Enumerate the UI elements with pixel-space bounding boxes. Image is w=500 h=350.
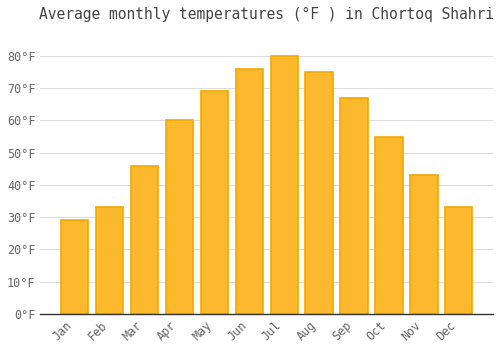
Bar	[200, 91, 228, 314]
Bar	[340, 98, 367, 314]
Bar	[236, 69, 263, 314]
Bar	[410, 175, 438, 314]
Bar	[270, 56, 298, 314]
Bar	[96, 208, 123, 314]
Bar	[306, 72, 332, 314]
Bar	[445, 208, 472, 314]
Bar	[61, 220, 88, 314]
Bar	[376, 136, 402, 314]
Bar	[131, 166, 158, 314]
Bar	[166, 120, 193, 314]
Title: Average monthly temperatures (°F ) in Chortoq Shahri: Average monthly temperatures (°F ) in Ch…	[39, 7, 494, 22]
